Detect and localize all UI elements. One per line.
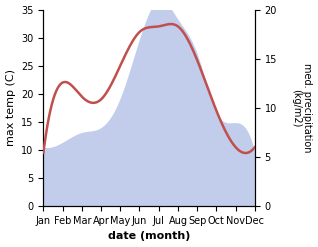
Y-axis label: max temp (C): max temp (C): [5, 69, 16, 146]
X-axis label: date (month): date (month): [108, 231, 190, 242]
Y-axis label: med. precipitation
(kg/m2): med. precipitation (kg/m2): [291, 63, 313, 153]
